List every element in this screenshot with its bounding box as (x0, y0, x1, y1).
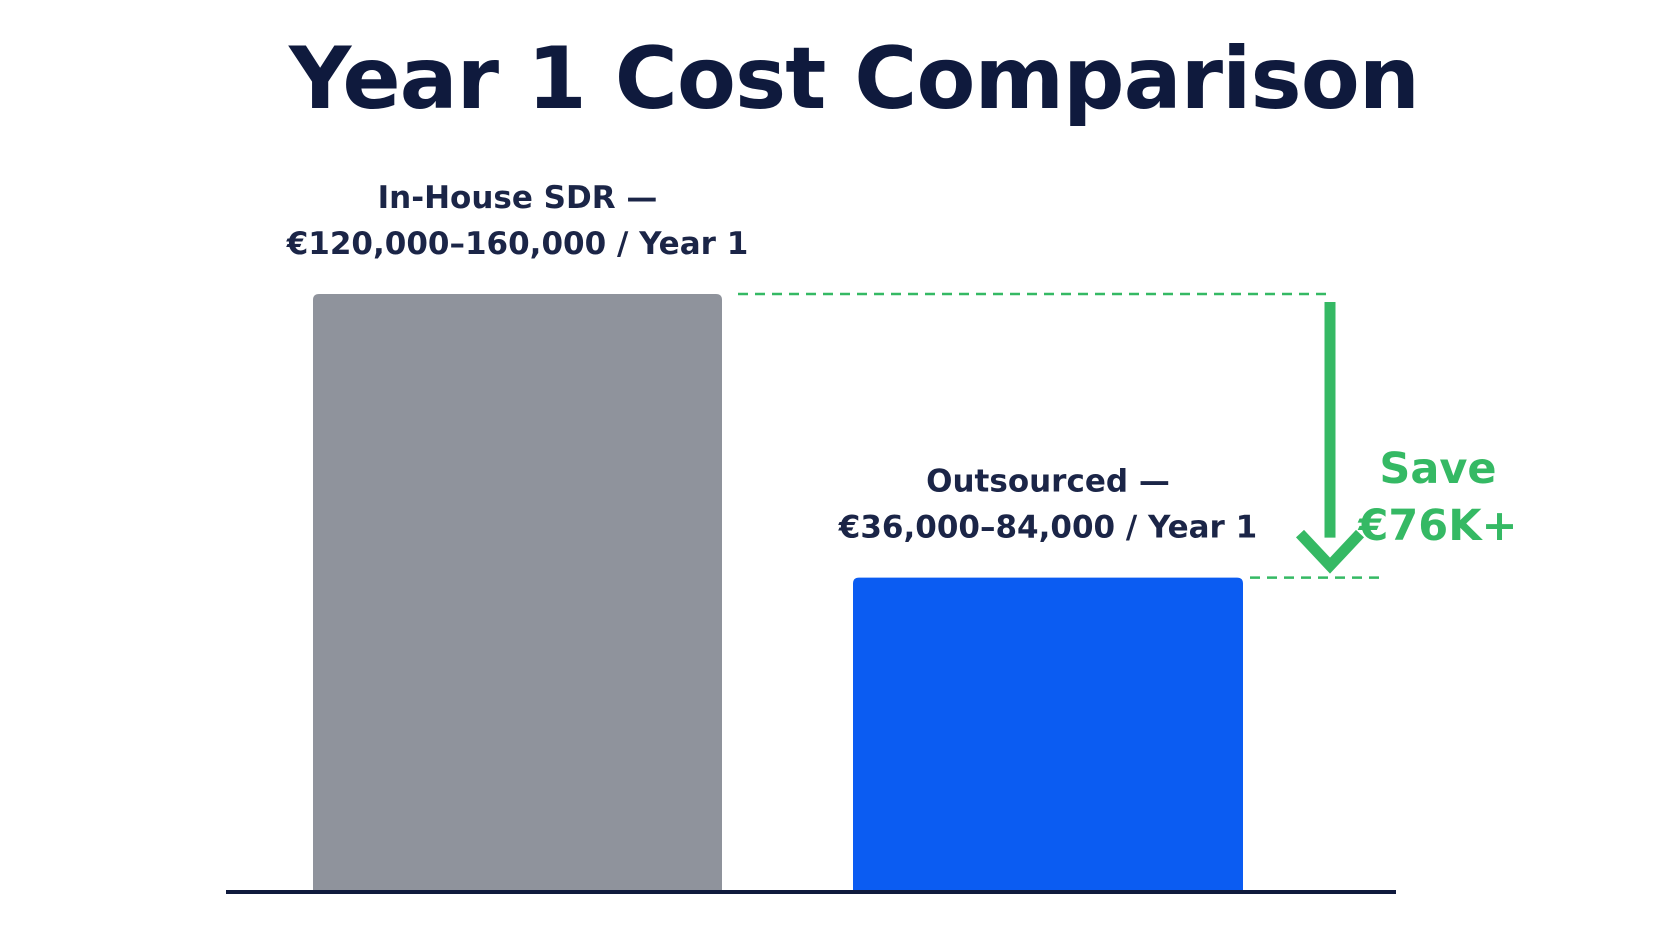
bar-1 (313, 294, 722, 891)
savings-label-line-2: €76K+ (1357, 501, 1517, 551)
chart-marks: In-House SDR — €120,000–160,000 / Year 1 O… (286, 180, 1518, 891)
bar-label-2-line-1: Outsourced — (926, 464, 1170, 500)
bar-label-2-line-2: €36,000–84,000 / Year 1 (838, 510, 1257, 546)
savings-label-line-1: Save (1379, 444, 1496, 494)
bar-label-1-line-2: €120,000–160,000 / Year 1 (286, 226, 749, 262)
chart-title: Year 1 Cost Comparison (288, 29, 1419, 129)
bar-label-1-line-1: In-House SDR — (378, 180, 658, 216)
savings-arrow-head (1295, 529, 1365, 574)
bar-2 (853, 577, 1243, 891)
